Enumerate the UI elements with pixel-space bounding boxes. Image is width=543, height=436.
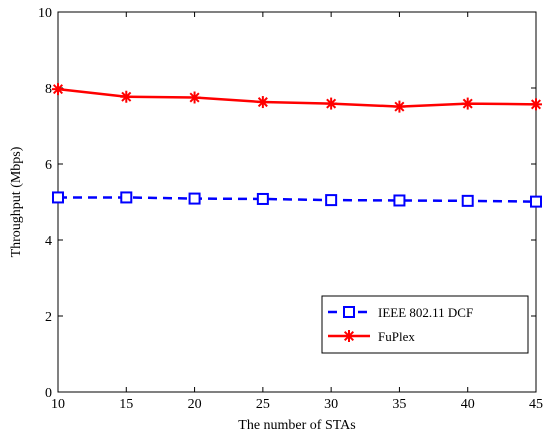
x-tick-label: 25 xyxy=(256,397,270,412)
legend-marker-ieee-802-11-dcf xyxy=(343,306,355,318)
data-point-ieee-802-11-dcf xyxy=(461,194,474,207)
data-point-fuplex xyxy=(256,96,269,109)
series-layer xyxy=(52,83,542,208)
axis-ticks: 10 15 20 25 30 35 40 45 0 2 4 6 8 10 xyxy=(38,6,543,412)
data-point-fuplex xyxy=(530,98,542,111)
data-point-ieee-802-11-dcf xyxy=(188,192,201,205)
x-tick-label: 35 xyxy=(392,397,406,412)
x-tick-label: 20 xyxy=(188,397,202,412)
data-point-ieee-802-11-dcf xyxy=(52,191,64,204)
y-tick-label: 10 xyxy=(38,6,52,21)
series-ieee-802-11-dcf xyxy=(52,191,542,208)
legend-label-ieee-802-11-dcf: IEEE 802.11 DCF xyxy=(378,305,473,320)
data-point-fuplex xyxy=(120,90,133,103)
legend: IEEE 802.11 DCF FuPlex xyxy=(321,295,529,354)
y-tick-label: 0 xyxy=(45,386,52,401)
y-tick-label: 8 xyxy=(45,82,52,97)
x-tick-label: 30 xyxy=(324,397,338,412)
x-tick-label: 45 xyxy=(529,397,543,412)
data-point-ieee-802-11-dcf xyxy=(256,192,269,205)
data-point-fuplex xyxy=(325,97,338,110)
data-point-ieee-802-11-dcf xyxy=(325,194,338,207)
data-point-fuplex xyxy=(52,83,64,96)
legend-label-fuplex: FuPlex xyxy=(378,329,415,344)
x-axis-label: The number of STAs xyxy=(238,418,355,433)
y-axis-label: Throughput (Mbps) xyxy=(9,146,24,257)
data-point-fuplex xyxy=(393,100,406,113)
data-point-ieee-802-11-dcf xyxy=(120,191,133,204)
y-tick-label: 6 xyxy=(45,158,52,173)
series-fuplex xyxy=(52,83,542,113)
x-tick-label: 10 xyxy=(51,397,65,412)
data-point-fuplex xyxy=(188,91,201,104)
series-line-ieee-802-11-dcf xyxy=(58,196,537,203)
legend-box xyxy=(321,295,529,354)
series-line-fuplex xyxy=(57,87,537,108)
y-tick-label: 4 xyxy=(45,234,52,249)
data-point-fuplex xyxy=(461,97,474,110)
x-tick-label: 15 xyxy=(119,397,133,412)
data-point-ieee-802-11-dcf xyxy=(530,195,542,208)
y-tick-label: 2 xyxy=(45,310,52,325)
data-point-ieee-802-11-dcf xyxy=(393,194,406,207)
legend-marker-fuplex xyxy=(343,330,355,342)
x-tick-label: 40 xyxy=(461,397,475,412)
